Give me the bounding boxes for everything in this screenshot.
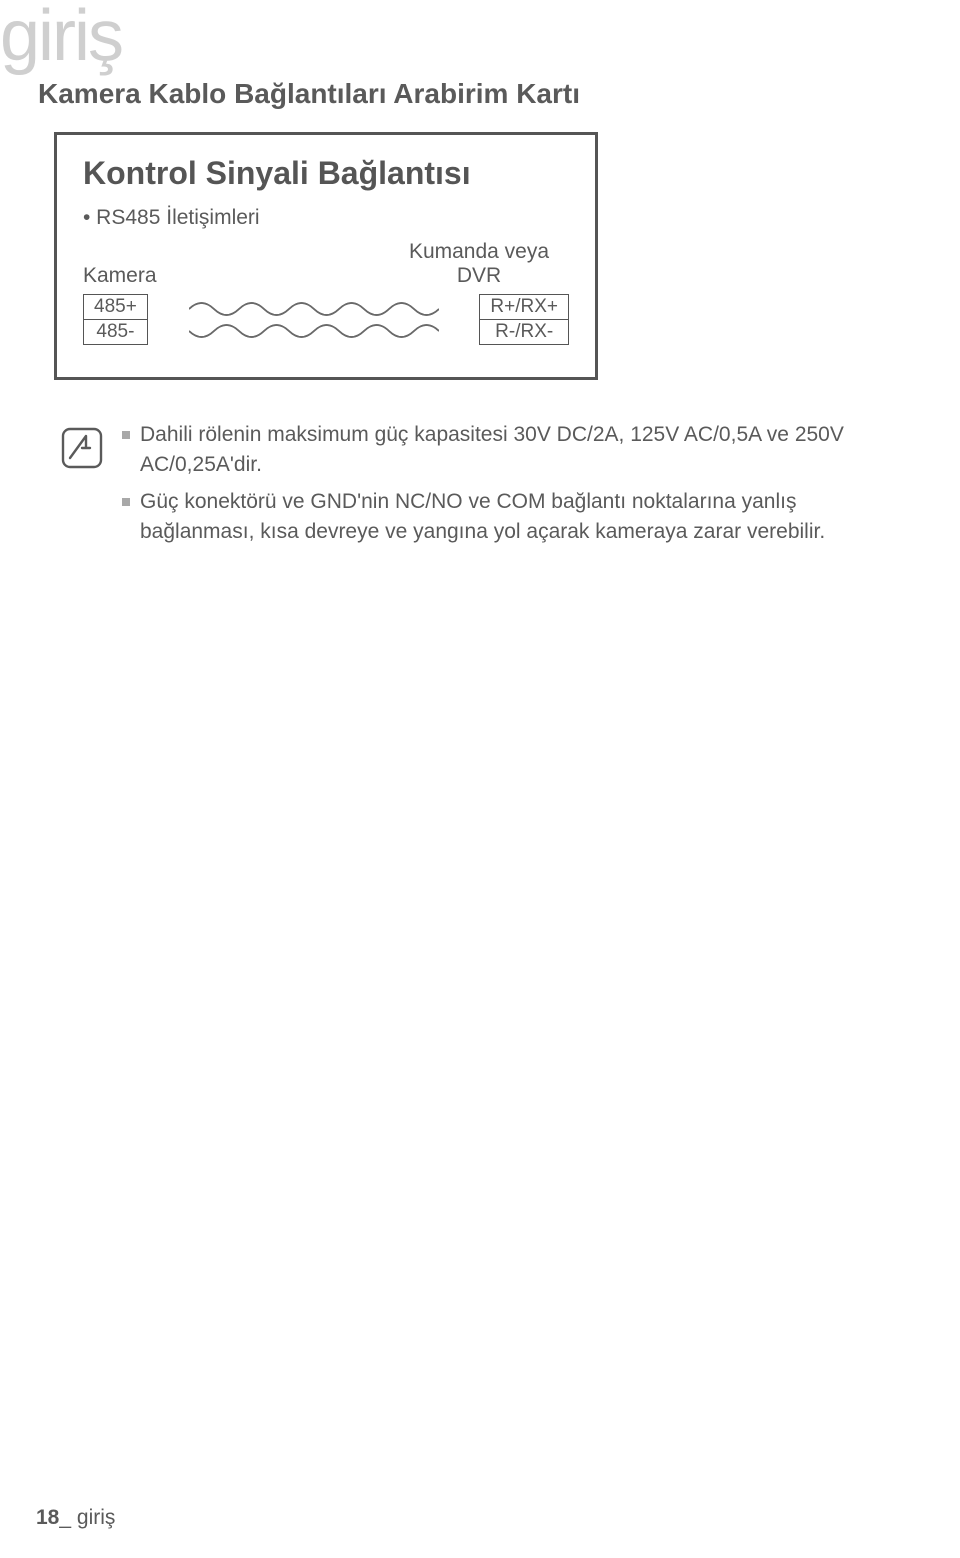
right-header-l2: DVR [389, 264, 569, 288]
left-pin-bottom: 485- [83, 320, 148, 345]
page-subtitle: Kamera Kablo Bağlantıları Arabirim Kartı [38, 78, 580, 110]
connection-diagram: Kontrol Sinyali Bağlantısı • RS485 İleti… [54, 132, 598, 380]
note-block: Dahili rölenin maksimum güç kapasitesi 3… [60, 420, 858, 554]
diagram-bullet: • RS485 İletişimleri [83, 206, 569, 230]
footer-sep: _ [59, 1506, 71, 1529]
left-pin-stack: 485+ 485- [83, 294, 148, 345]
page-footer: 18_ giriş [36, 1506, 115, 1530]
diagram-title: Kontrol Sinyali Bağlantısı [83, 155, 569, 192]
note-item-1: Dahili rölenin maksimum güç kapasitesi 3… [122, 420, 858, 481]
footer-section: giriş [77, 1506, 116, 1529]
page-heading: giriş [0, 0, 122, 72]
right-pin-top: R+/RX+ [479, 294, 569, 320]
right-pin-stack: R+/RX+ R-/RX- [479, 294, 569, 345]
note-item-2: Güç konektörü ve GND'nin NC/NO ve COM ba… [122, 487, 858, 548]
twisted-pair-wire [148, 297, 480, 343]
right-pin-bottom: R-/RX- [479, 320, 569, 345]
left-header: Kamera [83, 264, 228, 288]
note-list: Dahili rölenin maksimum güç kapasitesi 3… [122, 420, 858, 548]
right-header-l1: Kumanda veya [389, 240, 569, 264]
left-pin-top: 485+ [83, 294, 148, 320]
note-icon [60, 426, 104, 470]
page-number: 18 [36, 1506, 59, 1529]
